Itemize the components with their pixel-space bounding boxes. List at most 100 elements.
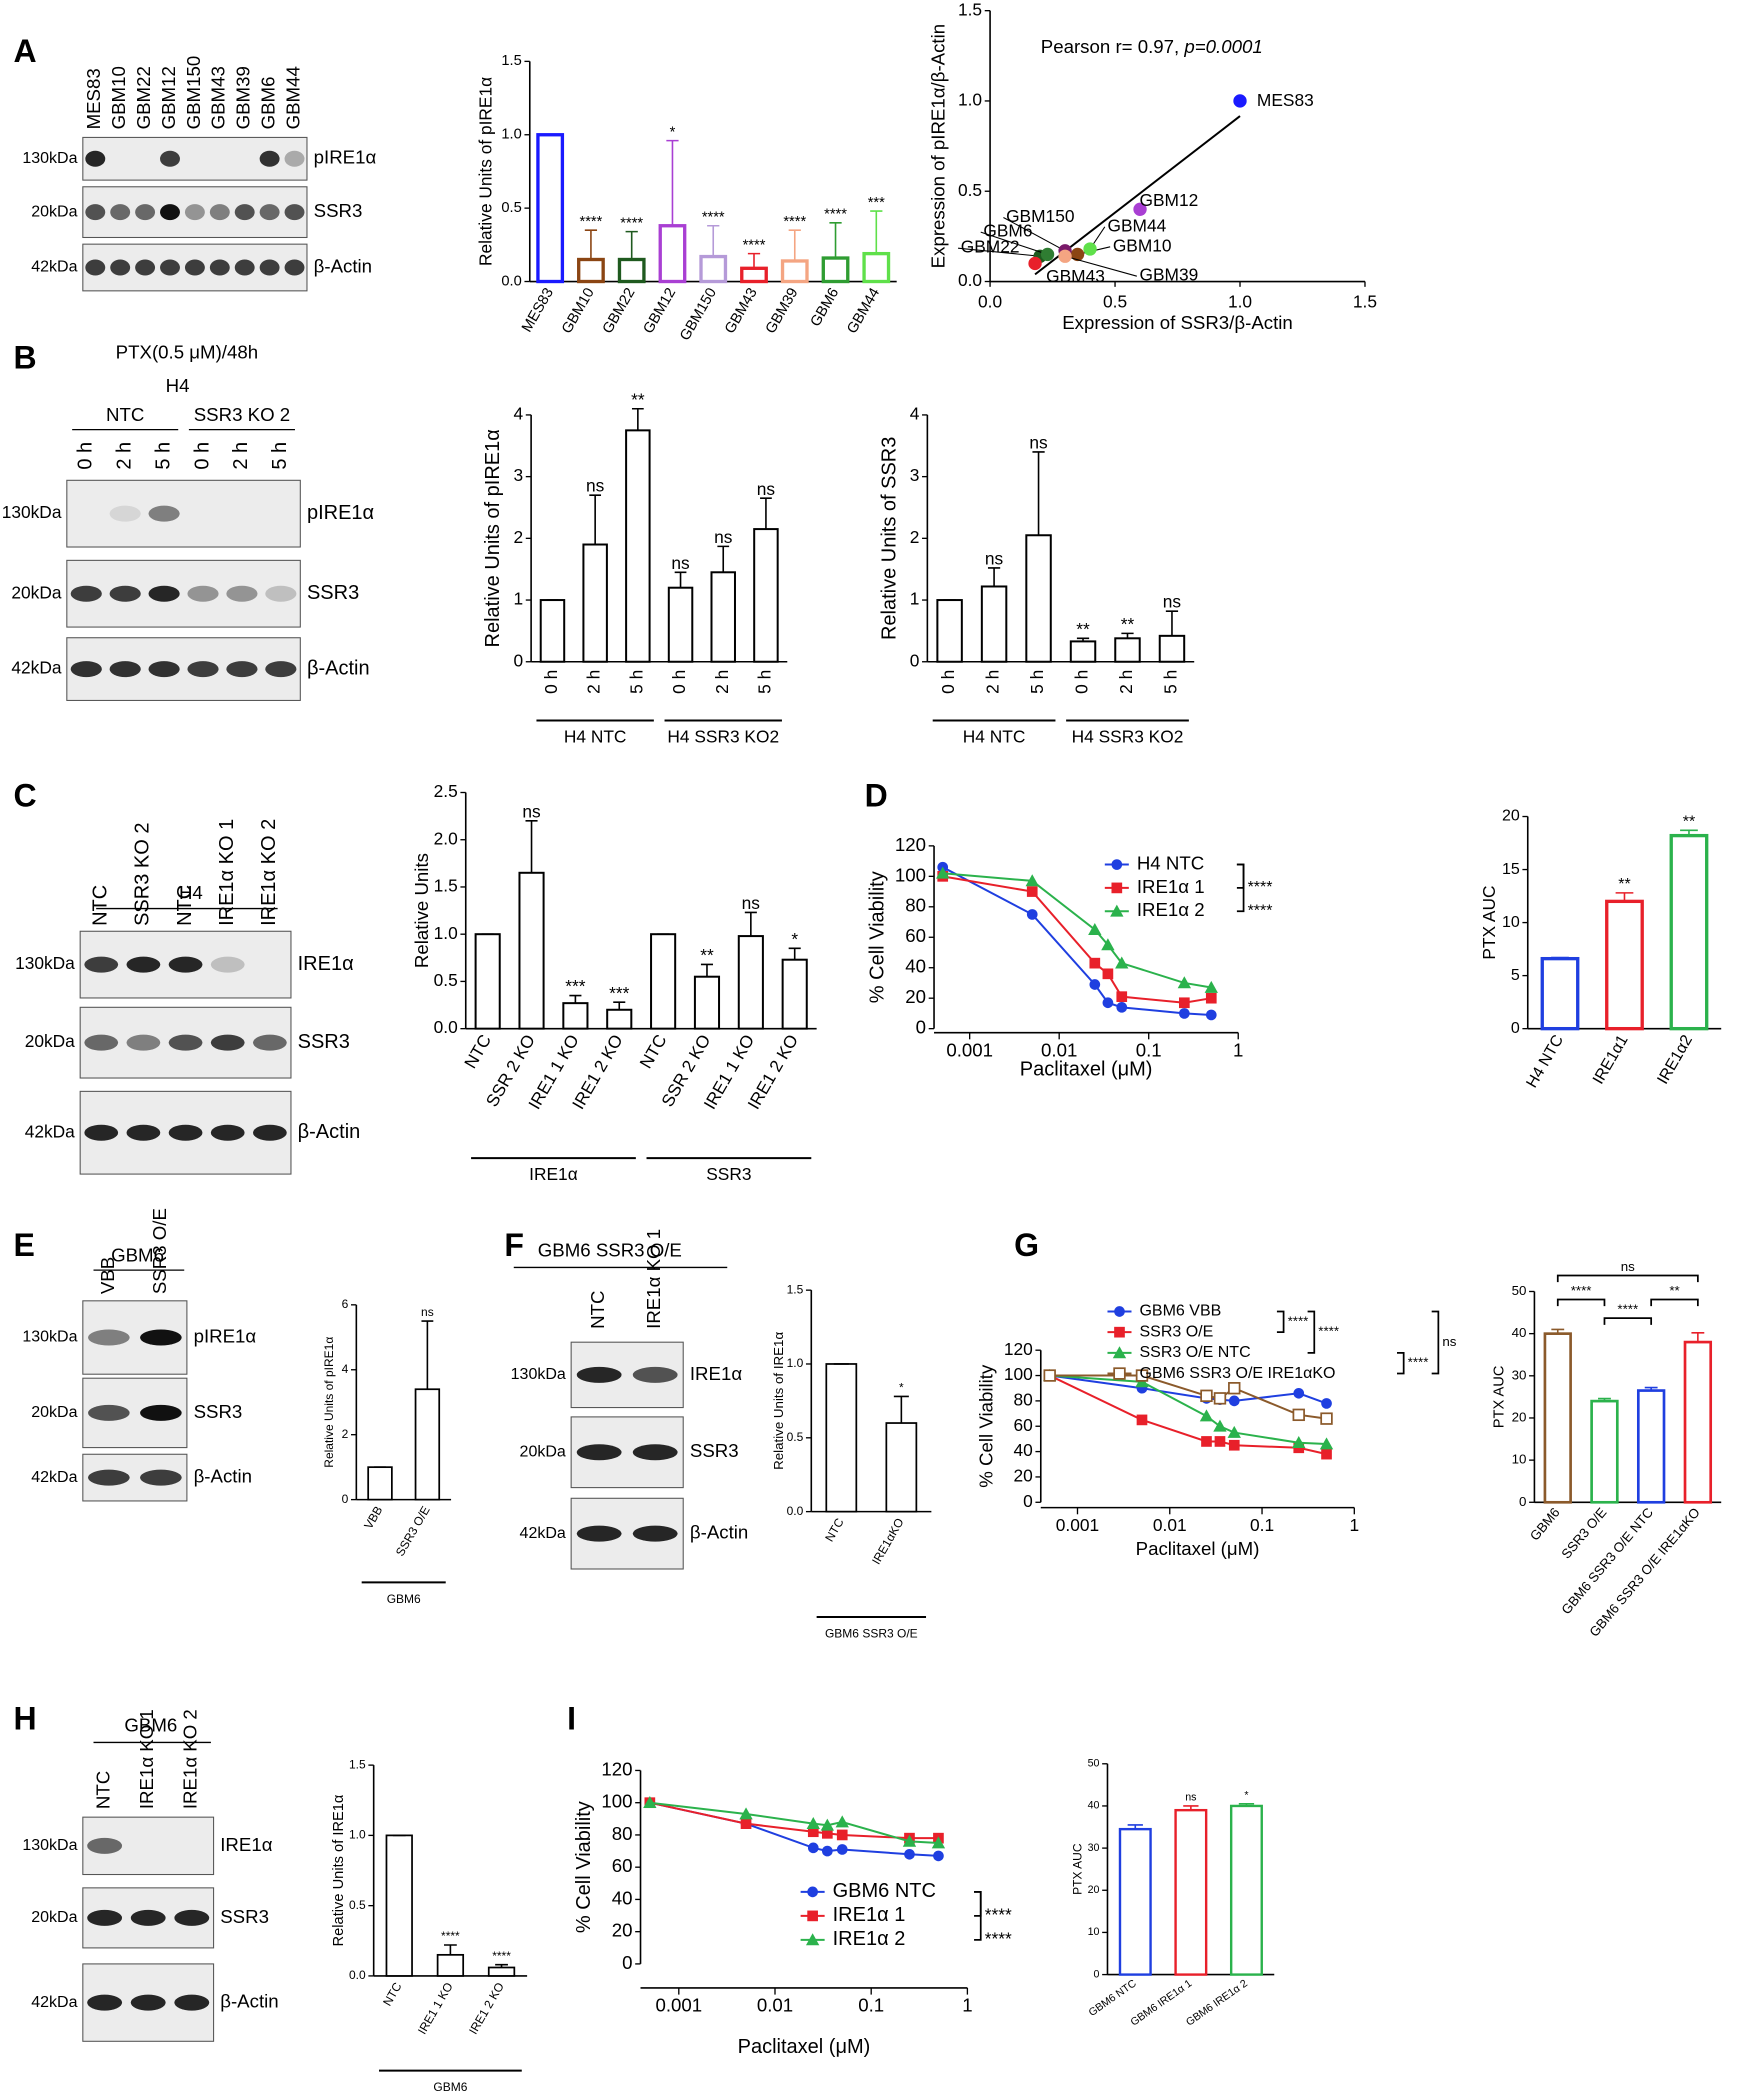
x-tick-label: 1 (962, 1995, 972, 2016)
marker (643, 1796, 657, 1809)
y-axis-label: Relative Units (411, 853, 432, 968)
y-tick-label: 2.5 (434, 781, 458, 801)
y-tick-label: 1.5 (787, 1282, 804, 1296)
marker (1102, 968, 1114, 980)
marker (1110, 904, 1124, 917)
marker (807, 1886, 818, 1898)
blot-band (210, 956, 245, 973)
x-tick-label: 2 h (584, 670, 604, 694)
marker (1228, 1439, 1240, 1451)
protein-label: β-Actin (298, 1121, 361, 1143)
y-tick-label: 1.5 (958, 0, 982, 19)
y-tick-label: 4 (910, 404, 920, 424)
y-axis-label: % Cell Viability (573, 1801, 595, 1933)
x-tick-label: GBM43 (722, 285, 761, 336)
kda-label: 130kDa (22, 150, 77, 167)
comparison-bracket (1603, 1317, 1653, 1325)
marker (1136, 1414, 1148, 1426)
y-axis-label: PTX AUC (1070, 1843, 1084, 1895)
x-tick-label: 1.5 (1353, 291, 1377, 311)
lane-label: 2 h (113, 442, 135, 470)
significance-label: ** (1076, 619, 1090, 639)
bar (1540, 956, 1580, 1031)
significance-label: *** (565, 976, 585, 996)
blot-band (88, 1404, 130, 1421)
significance-label: **** (580, 214, 603, 230)
error-bar (1032, 451, 1045, 536)
annotation-part: p=0.0001 (1183, 36, 1262, 57)
marker (1089, 979, 1101, 990)
blot-band (187, 661, 219, 678)
error-bar (1121, 632, 1134, 639)
protein-label: β-Actin (307, 657, 370, 679)
y-tick-label: 20 (612, 1920, 633, 1941)
kda-label: 42kDa (11, 658, 61, 678)
legend-label: IRE1α 2 (833, 1928, 906, 1950)
y-tick-label: 30 (1088, 1842, 1100, 1854)
bar (862, 251, 891, 284)
lane-label: IRE1α KO 1 (216, 819, 238, 926)
bar (536, 133, 565, 284)
y-axis-label: Expression of pIRE1α/β-Actin (927, 24, 948, 268)
marker (805, 1933, 820, 1946)
bar (1069, 640, 1097, 663)
comparison-bracket (1236, 863, 1245, 913)
marker (1111, 882, 1123, 894)
y-tick-label: 10 (1502, 914, 1520, 931)
group-label: SSR3 (706, 1164, 751, 1184)
y-axis-label: Relative Units of pIRE1α (482, 429, 504, 647)
treatment-label: PTX(0.5 μM)/48h (116, 341, 258, 362)
y-tick-label: 6 (342, 1297, 349, 1311)
lane-label: GBM43 (208, 66, 229, 129)
marker (1043, 1369, 1056, 1382)
blot-band (85, 204, 106, 221)
blot-band (140, 1469, 182, 1486)
protein-label: IRE1α (220, 1834, 272, 1855)
blot-band (632, 1525, 678, 1542)
error-bar (893, 1395, 909, 1424)
x-tick-label: 5 h (626, 670, 646, 694)
blot-band (174, 1994, 210, 2011)
error-bar (495, 1963, 508, 1968)
blot-band (140, 1404, 182, 1421)
marker (1292, 1408, 1305, 1422)
bar (821, 256, 850, 284)
bar (562, 1002, 589, 1030)
significance-label: ns (586, 476, 605, 496)
y-tick-label: 1.5 (501, 53, 521, 69)
x-tick-label: 0.1 (1136, 1039, 1162, 1060)
kda-label: 20kDa (11, 582, 61, 602)
legend-label: GBM6 VBB (1140, 1303, 1222, 1320)
leader-line (1003, 217, 1066, 252)
x-tick-label: NTC (380, 1980, 405, 2009)
point (1083, 242, 1097, 256)
point (1070, 247, 1085, 262)
bar (693, 975, 721, 1030)
marker (1177, 976, 1192, 989)
bar (1229, 1804, 1263, 1976)
comparison-label: **** (1617, 1302, 1638, 1317)
y-tick-label: 0.5 (349, 1898, 366, 1912)
y-tick-label: 10 (1512, 1452, 1527, 1467)
blot-band (130, 1909, 166, 1926)
comparison-label: **** (1318, 1324, 1339, 1339)
x-tick-label: GBM39 (763, 285, 802, 336)
y-tick-label: 0 (916, 1017, 926, 1038)
blot-band (187, 585, 219, 602)
significance-label: ns (522, 801, 541, 821)
marker (1025, 874, 1039, 887)
bar (577, 257, 605, 284)
y-tick-label: 1.5 (349, 1757, 366, 1771)
blot-band (126, 1034, 161, 1051)
error-bar (625, 230, 638, 260)
panel-letter: H (13, 1701, 36, 1737)
blot-band (576, 1525, 622, 1542)
x-tick-label: 0 h (541, 670, 561, 694)
marker (1204, 980, 1218, 993)
marker (1026, 909, 1038, 920)
y-tick-label: 120 (895, 834, 926, 855)
blot-band (253, 1034, 287, 1051)
lane-label: NTC (93, 1771, 114, 1809)
x-tick-label: 2 h (983, 670, 1003, 694)
